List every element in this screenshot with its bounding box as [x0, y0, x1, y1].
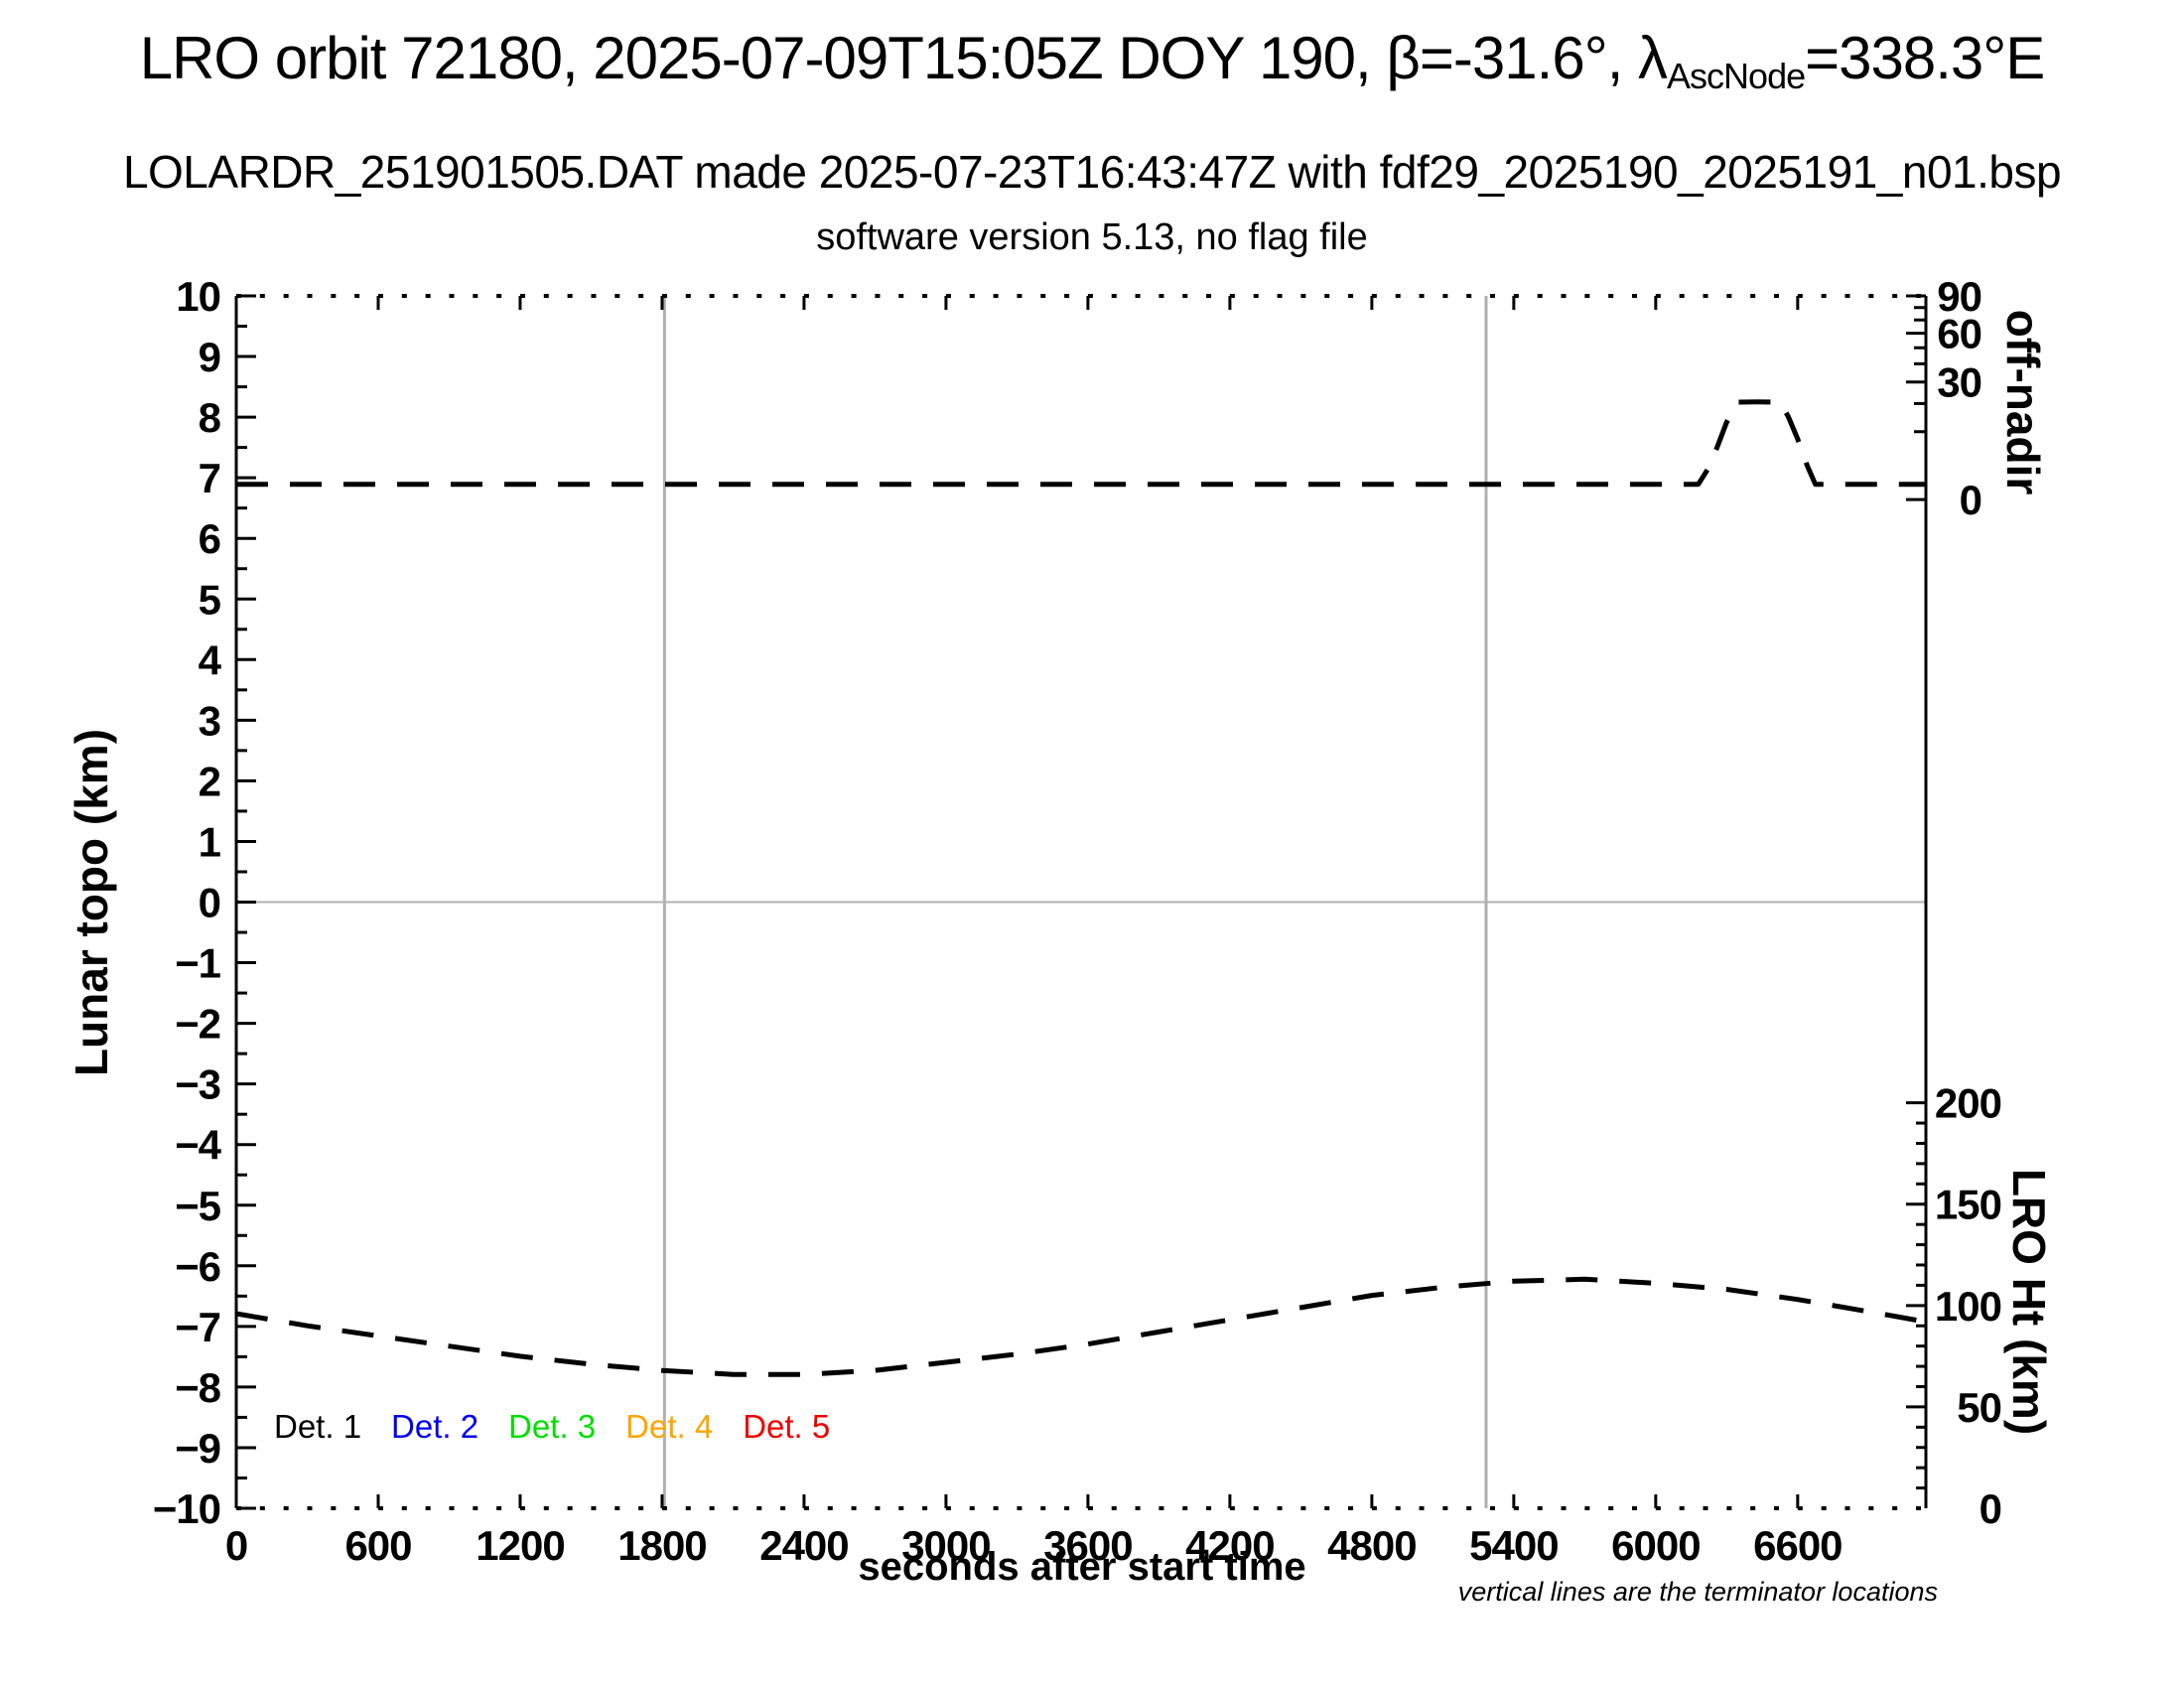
y-left-tick-label: −10: [153, 1485, 220, 1532]
y-left-tick-label: 9: [199, 334, 220, 380]
y-left-tick-label: 6: [199, 515, 220, 562]
y-left-tick-label: 2: [199, 758, 220, 804]
y-left-tick-label: 8: [199, 394, 221, 441]
y-left-tick-label: 3: [199, 697, 220, 744]
y-left-tick-label: −7: [175, 1304, 220, 1350]
subtitle-line-1: LOLARDR_251901505.DAT made 2025-07-23T16…: [122, 146, 2062, 198]
legend-item-det1: Det. 1: [274, 1408, 362, 1445]
x-tick-label: 3600: [1043, 1522, 1132, 1569]
x-tick-label: 3000: [901, 1522, 990, 1569]
lro-ht-tick-label: 0: [1979, 1485, 2001, 1532]
off-nadir-tick-label: 90: [1937, 273, 1981, 320]
y-left-axis-label: Lunar topo (km): [66, 728, 117, 1077]
y-right-top-axis-label: off-nadir: [1997, 309, 2049, 495]
lro-ht-tick-label: 50: [1957, 1384, 2001, 1431]
legend-item-det4: Det. 4: [625, 1408, 714, 1445]
y-left-tick-label: −9: [175, 1425, 220, 1472]
series-off-nadir-angle-line: [236, 399, 1926, 488]
page-title-subscript: AscNode: [1667, 56, 1806, 97]
off-nadir-tick-label: 60: [1937, 311, 1981, 357]
x-tick-label: 1800: [617, 1522, 706, 1569]
legend-item-det5: Det. 5: [743, 1408, 831, 1445]
lro-ht-ticks: 200 150 100 50 0: [1906, 1080, 2002, 1532]
legend-item-det2: Det. 2: [391, 1408, 479, 1445]
x-tick-label: 0: [225, 1522, 247, 1569]
x-axis-label: seconds after start time: [858, 1545, 1306, 1589]
lro-ht-tick-label: 200: [1935, 1080, 2001, 1127]
y-left-tick-label: 1: [199, 818, 221, 865]
subtitle-line-2: software version 5.13, no flag file: [816, 216, 1368, 258]
y-left-tick-label: 4: [199, 636, 222, 683]
y-left-tick-label: −8: [175, 1364, 221, 1411]
x-tick-label: 2400: [759, 1522, 848, 1569]
y-right-bottom-axis-label: LRO Ht (km): [2003, 1168, 2055, 1436]
lro-ht-tick-label: 100: [1935, 1283, 2001, 1330]
y-left-tick-label: −5: [175, 1183, 221, 1229]
y-left-tick-label: 10: [176, 273, 220, 320]
page-title-suffix: =338.3°E: [1805, 25, 2045, 91]
off-nadir-tick-label: 0: [1960, 477, 1981, 523]
x-tick-label: 4200: [1185, 1522, 1274, 1569]
page-title-main: LRO orbit 72180, 2025-07-09T15:05Z DOY 1…: [139, 25, 1668, 91]
y-left-tick-label: 0: [199, 880, 220, 926]
x-tick-label: 6600: [1753, 1522, 1842, 1569]
x-tick-label: 4800: [1327, 1522, 1416, 1569]
x-tick-label: 5400: [1469, 1522, 1558, 1569]
x-tick-label: 6000: [1611, 1522, 1700, 1569]
x-tick-label: 1200: [476, 1522, 564, 1569]
y-left-tick-label: −3: [175, 1061, 220, 1108]
y-left-tick-label: −2: [175, 1001, 220, 1048]
y-left-tick-label: −1: [175, 940, 221, 987]
y-left-tick-label: 7: [199, 455, 220, 501]
x-axis-ticks: 0 600 1200 1800 2400 3000 3600 4200 4800 5400 6000…: [225, 296, 1843, 1569]
legend-item-det3: Det. 3: [508, 1408, 597, 1445]
terminator-footnote: vertical lines are the terminator locati…: [1457, 1577, 1938, 1607]
y-left-tick-label: 5: [199, 576, 221, 623]
y-left-tick-label: −6: [175, 1243, 220, 1290]
x-tick-label: 600: [344, 1522, 411, 1569]
series-lro-height-line: [235, 1276, 1927, 1377]
detector-legend: Det. 1 Det. 2 Det. 3 Det. 4 Det. 5: [274, 1408, 830, 1446]
y-left-tick-label: −4: [175, 1122, 222, 1169]
lro-ht-tick-label: 150: [1935, 1182, 2001, 1228]
page-title: LRO orbit 72180, 2025-07-09T15:05Z DOY 1…: [0, 24, 2184, 96]
off-nadir-tick-label: 30: [1937, 359, 1981, 406]
